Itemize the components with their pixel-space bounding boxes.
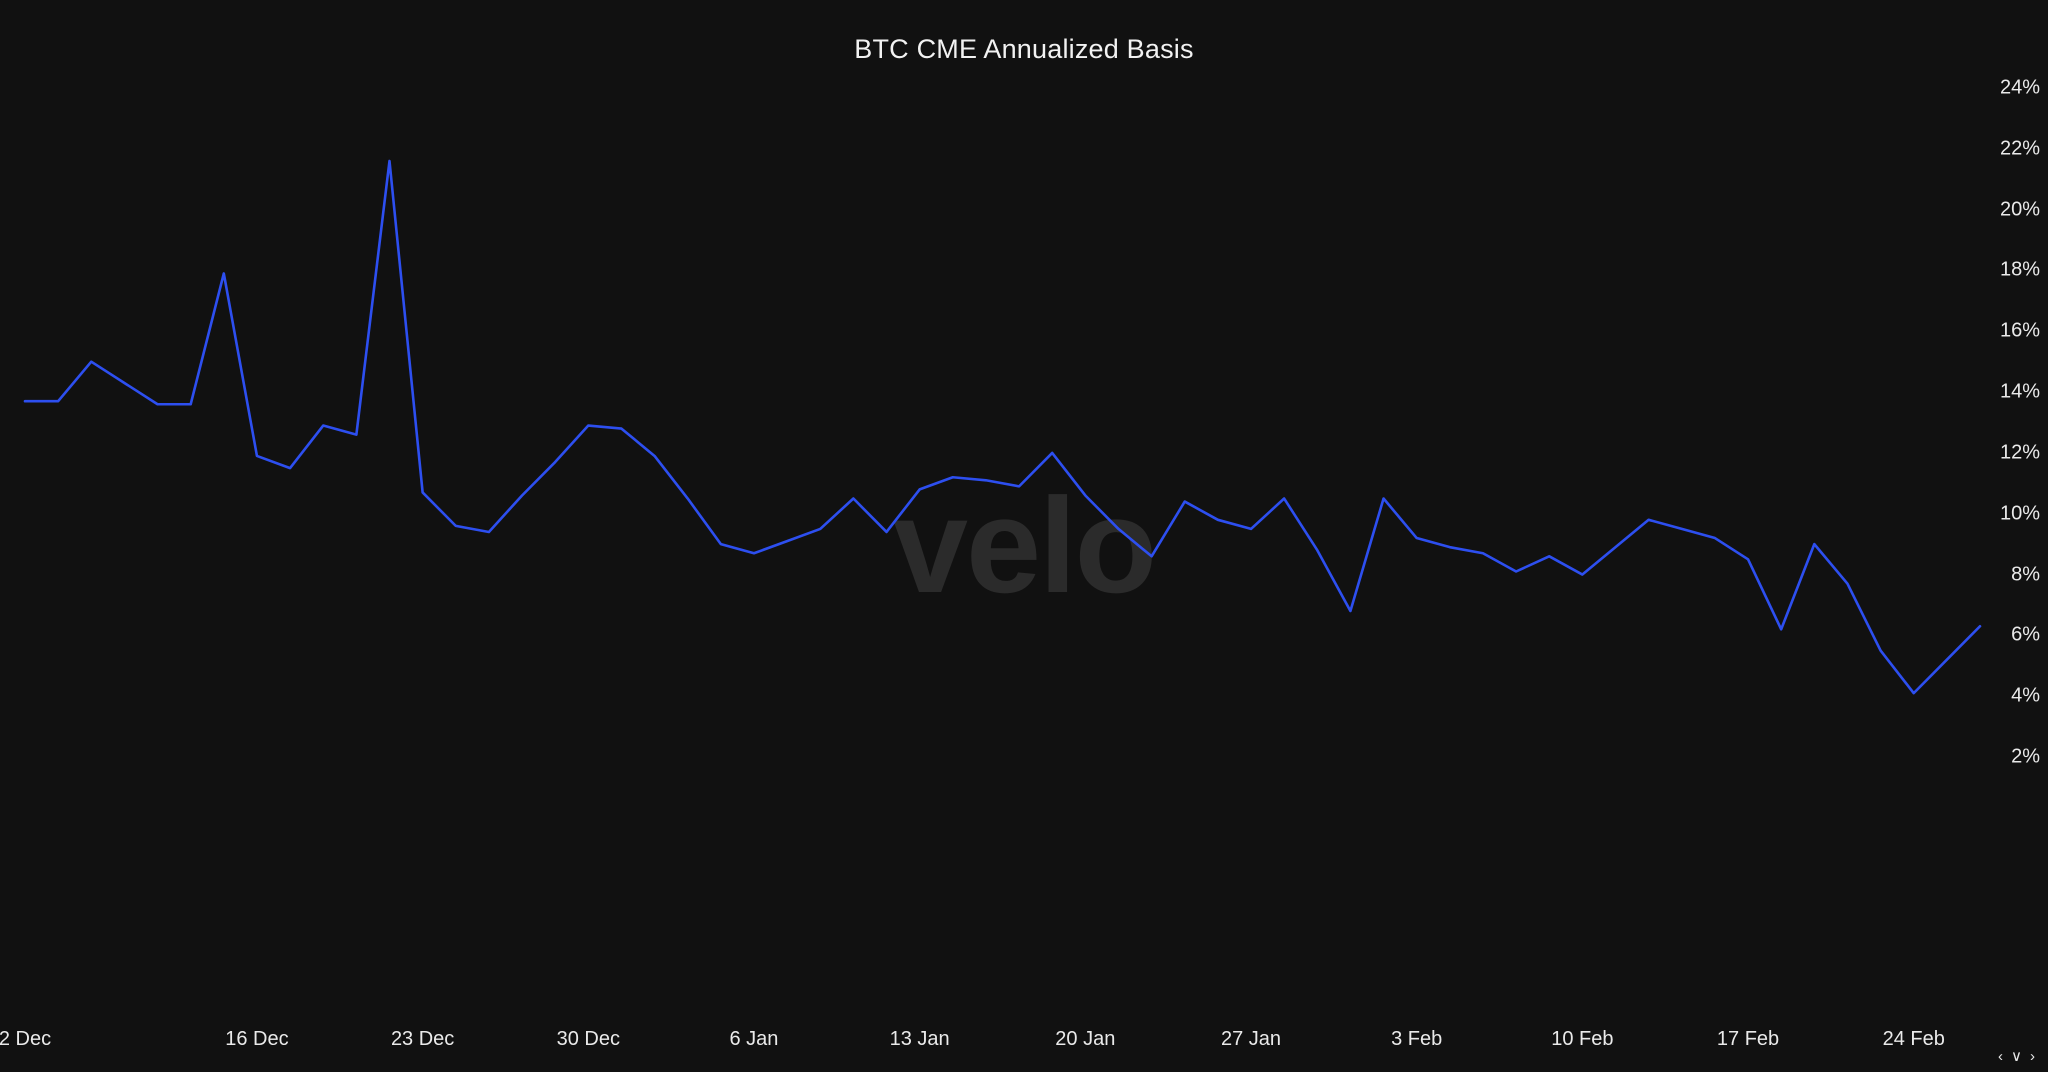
- y-axis-tick: 22%: [1999, 137, 2040, 160]
- y-axis-tick: 12%: [1999, 441, 2040, 464]
- x-axis-tick: 2 Dec: [0, 1028, 52, 1050]
- y-axis-tick: 4%: [2011, 684, 2040, 707]
- y-axis-tick: 8%: [2011, 563, 2040, 586]
- x-axis-tick: 6 Jan: [729, 1028, 779, 1050]
- y-axis-tick: 18%: [1999, 258, 2040, 281]
- page-title: BTC CME Annualized Basis: [854, 34, 1194, 64]
- nav-prev-icon[interactable]: ‹: [1998, 1048, 2005, 1065]
- nav-next-icon[interactable]: ›: [2030, 1048, 2036, 1065]
- series-polyline: [23, 159, 1982, 695]
- plot-area[interactable]: [0, 60, 1995, 1010]
- x-axis-tick: 3 Feb: [1391, 1028, 1443, 1050]
- x-axis-tick: 13 Jan: [889, 1028, 950, 1050]
- y-axis: 24% 22% 20% 18% 16% 14% 12% 10% 8% 6% 4% 2%: [2000, 0, 2048, 1072]
- x-axis-tick: 20 Jan: [1055, 1028, 1116, 1050]
- x-axis-tick: 24 Feb: [1882, 1028, 1945, 1050]
- y-axis-tick: 20%: [1999, 198, 2040, 221]
- x-axis-tick: 10 Feb: [1551, 1028, 1614, 1050]
- x-axis-tick: 23 Dec: [390, 1028, 455, 1050]
- y-axis-tick: 24%: [1999, 76, 2040, 99]
- nav-down-icon[interactable]: ∨: [2011, 1048, 2023, 1065]
- x-axis-tick: 27 Jan: [1220, 1028, 1282, 1050]
- y-axis-tick: 6%: [2011, 623, 2040, 646]
- x-axis-tick: 16 Dec: [225, 1028, 289, 1050]
- y-axis-tick: 16%: [1999, 319, 2040, 342]
- y-axis-tick: 14%: [1999, 380, 2040, 403]
- x-axis-tick: 17 Feb: [1716, 1028, 1780, 1050]
- x-axis-tick: 30 Dec: [556, 1028, 620, 1050]
- y-axis-tick: 2%: [2011, 745, 2040, 768]
- x-axis: 2 Dec 16 Dec 23 Dec 30 Dec 6 Jan 13 Jan 20 Jan…: [0, 1028, 2048, 1058]
- chart-nav-control[interactable]: ‹ ∨ ›: [1998, 1049, 2036, 1064]
- y-axis-tick: 10%: [1999, 502, 2040, 525]
- line-series: [23, 159, 1982, 695]
